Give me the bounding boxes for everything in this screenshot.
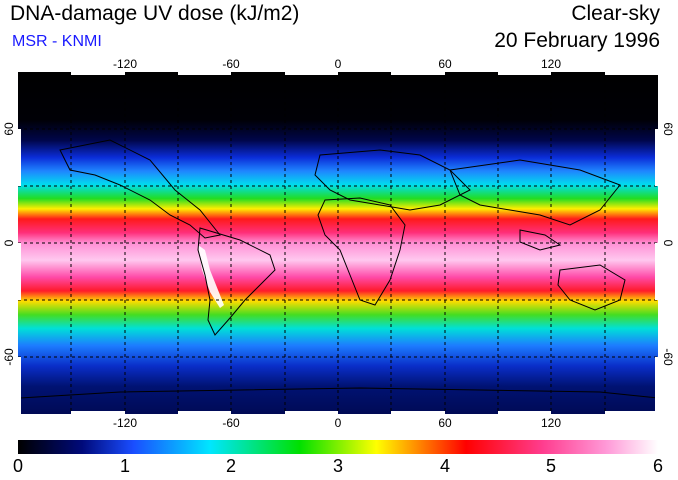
lat-tick-right: 60	[661, 122, 675, 136]
lon-tick-bottom: -120	[113, 416, 137, 430]
colorbar-label: 4	[439, 456, 451, 476]
coastlines	[19, 139, 659, 399]
colorbar-label: 6	[652, 456, 664, 476]
lon-tick-bottom: 0	[335, 416, 342, 430]
colorbar-label: 5	[545, 456, 557, 476]
colorbar-label: 1	[119, 456, 131, 476]
map-frame	[18, 72, 659, 414]
lon-tick-top: -120	[113, 57, 137, 71]
frame-ticks	[18, 72, 658, 414]
lon-tick-bottom: 120	[541, 416, 561, 430]
lat-tick-left: 60	[2, 122, 16, 136]
sky-condition-label: Clear-sky	[571, 2, 660, 25]
lon-tick-top: 0	[335, 57, 342, 71]
lat-tick-right: -60	[661, 348, 675, 366]
date-label: 20 February 1996	[494, 29, 660, 52]
lat-tick-left: -60	[2, 348, 16, 366]
lon-tick-top: 60	[438, 57, 452, 71]
lon-tick-top: -60	[222, 57, 240, 71]
lon-tick-bottom: 60	[438, 416, 452, 430]
lat-tick-left: 0	[2, 239, 16, 246]
colorbar-label: 2	[225, 456, 237, 476]
lat-tick-right: 0	[661, 240, 675, 247]
lat-lon-grid	[18, 72, 658, 414]
source-label: MSR - KNMI	[12, 33, 102, 50]
colorbar-label: 3	[332, 456, 344, 476]
colorbar-label: 0	[12, 456, 24, 476]
map-title: DNA-damage UV dose (kJ/m2)	[10, 2, 300, 25]
lon-tick-top: 120	[541, 57, 561, 71]
lon-tick-bottom: -60	[222, 416, 240, 430]
